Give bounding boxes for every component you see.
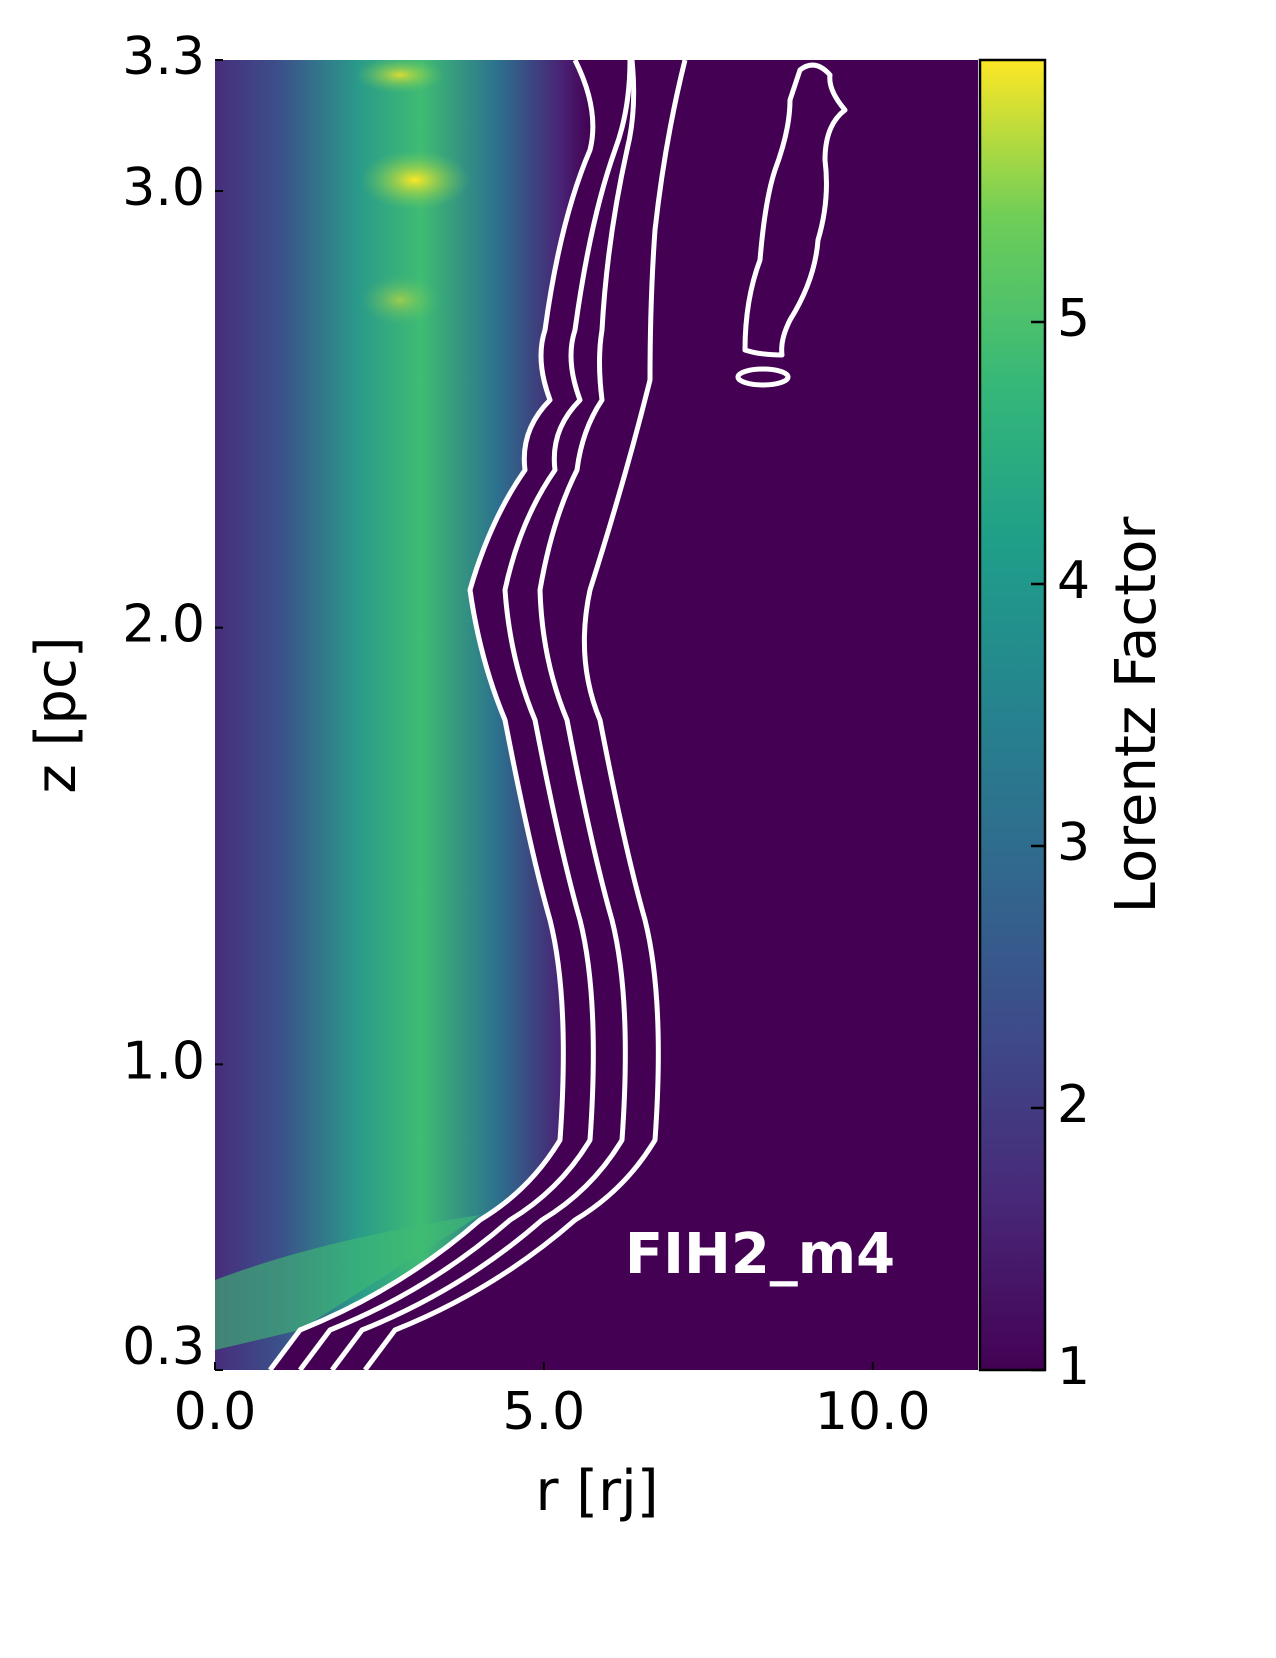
colorbar-tick-label: 3 [1057, 813, 1090, 873]
x-tick-label: 5.0 [503, 1382, 586, 1442]
y-tick-label: 2.0 [122, 595, 205, 655]
y-tick-label: 0.3 [122, 1317, 205, 1377]
x-axis-label: r [rj] [535, 1459, 658, 1524]
x-tick-label: 10.0 [815, 1382, 931, 1442]
colorbar [978, 58, 1047, 1372]
annotation: FIH2_m4 [625, 1222, 895, 1287]
colorbar-tick-label: 5 [1057, 289, 1090, 349]
y-axis-label: z [pc] [24, 636, 89, 793]
colorbar-tick-label: 2 [1057, 1075, 1090, 1135]
y-tick-label: 3.3 [122, 27, 205, 87]
colorbar-tick-label: 4 [1057, 551, 1090, 611]
colorbar-label: Lorentz Factor [1104, 516, 1169, 914]
x-tick-label: 0.0 [174, 1382, 257, 1442]
y-tick-label: 3.0 [122, 158, 205, 218]
colorbar-tick-label: 1 [1057, 1337, 1090, 1397]
y-tick-label: 1.0 [122, 1031, 205, 1091]
heatmap [215, 60, 978, 1370]
